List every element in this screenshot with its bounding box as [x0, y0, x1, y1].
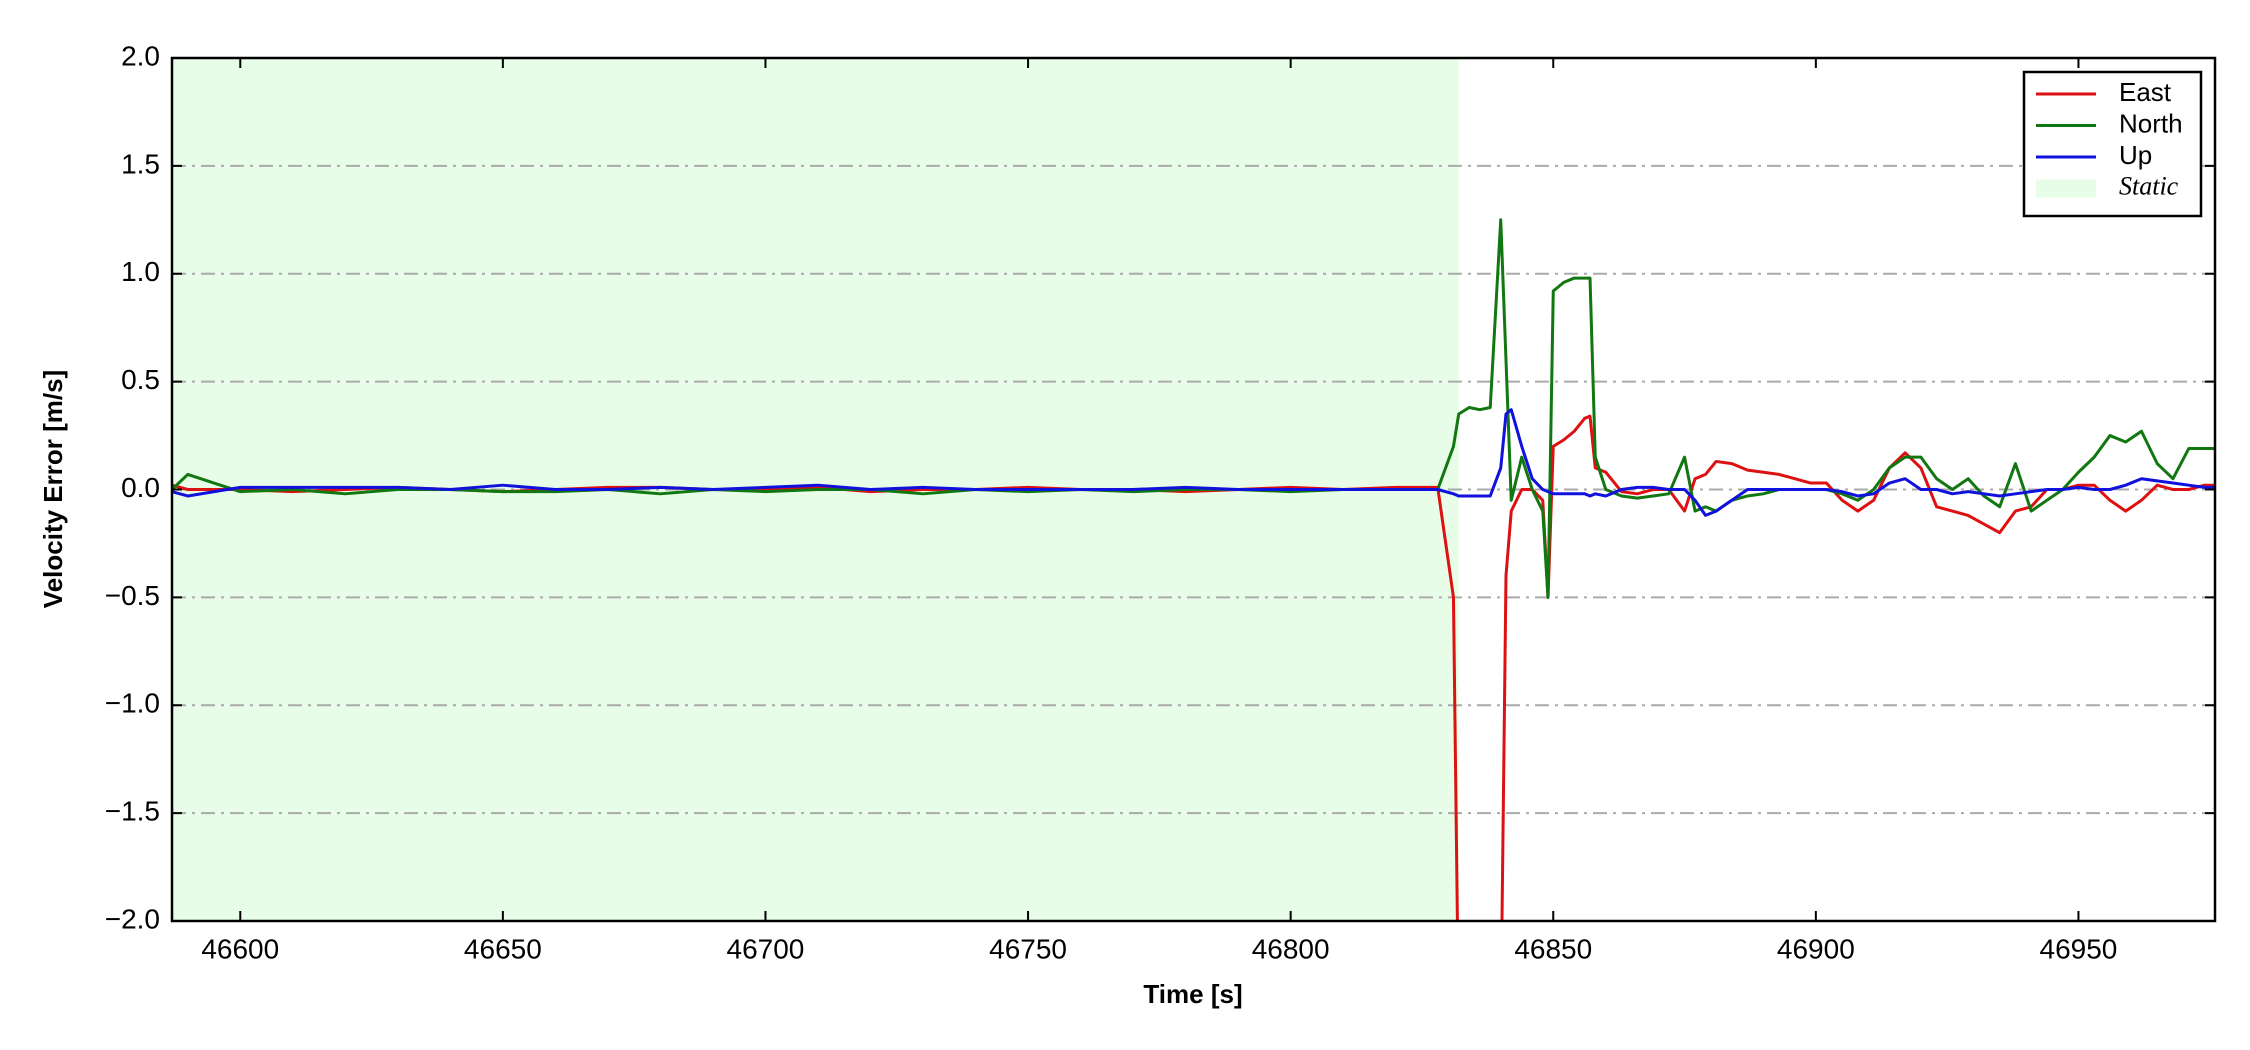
- x-tick-label: 46950: [2040, 933, 2118, 964]
- y-axis-label: Velocity Error [m/s]: [38, 370, 68, 608]
- legend-label: North: [2119, 108, 2183, 138]
- legend-label: Static: [2119, 171, 2179, 200]
- x-tick-label: 46800: [1252, 933, 1330, 964]
- legend-label: East: [2119, 77, 2172, 107]
- y-tick-label: 0.0: [121, 472, 160, 503]
- x-tick-label: 46700: [727, 933, 805, 964]
- x-tick-label: 46650: [464, 933, 542, 964]
- y-tick-label: 1.5: [121, 148, 160, 179]
- legend-swatch: [2036, 179, 2096, 198]
- x-tick-label: 46850: [1514, 933, 1592, 964]
- y-tick-label: 2.0: [121, 40, 160, 71]
- line-layer: [172, 218, 2215, 921]
- legend-label: Up: [2119, 140, 2152, 170]
- x-tick-label: 46900: [1777, 933, 1855, 964]
- y-tick-label: 0.5: [121, 364, 160, 395]
- x-tick-label: 46600: [201, 933, 279, 964]
- series-line: [172, 408, 2215, 517]
- y-tick-label: 1.0: [121, 256, 160, 287]
- y-tick-label: −1.5: [105, 796, 160, 827]
- tick-layer: −2.0 −1.5 −1.0 −0.5 0.0 0.5 1.0 1.5 2.0 46600 4665…: [105, 40, 2215, 964]
- x-tick-label: 46750: [989, 933, 1067, 964]
- series-line: [172, 414, 2215, 921]
- y-tick-label: −2.0: [105, 903, 160, 934]
- y-tick-label: −0.5: [105, 580, 160, 611]
- x-axis-label: Time [s]: [1143, 979, 1242, 1009]
- y-tick-label: −1.0: [105, 688, 160, 719]
